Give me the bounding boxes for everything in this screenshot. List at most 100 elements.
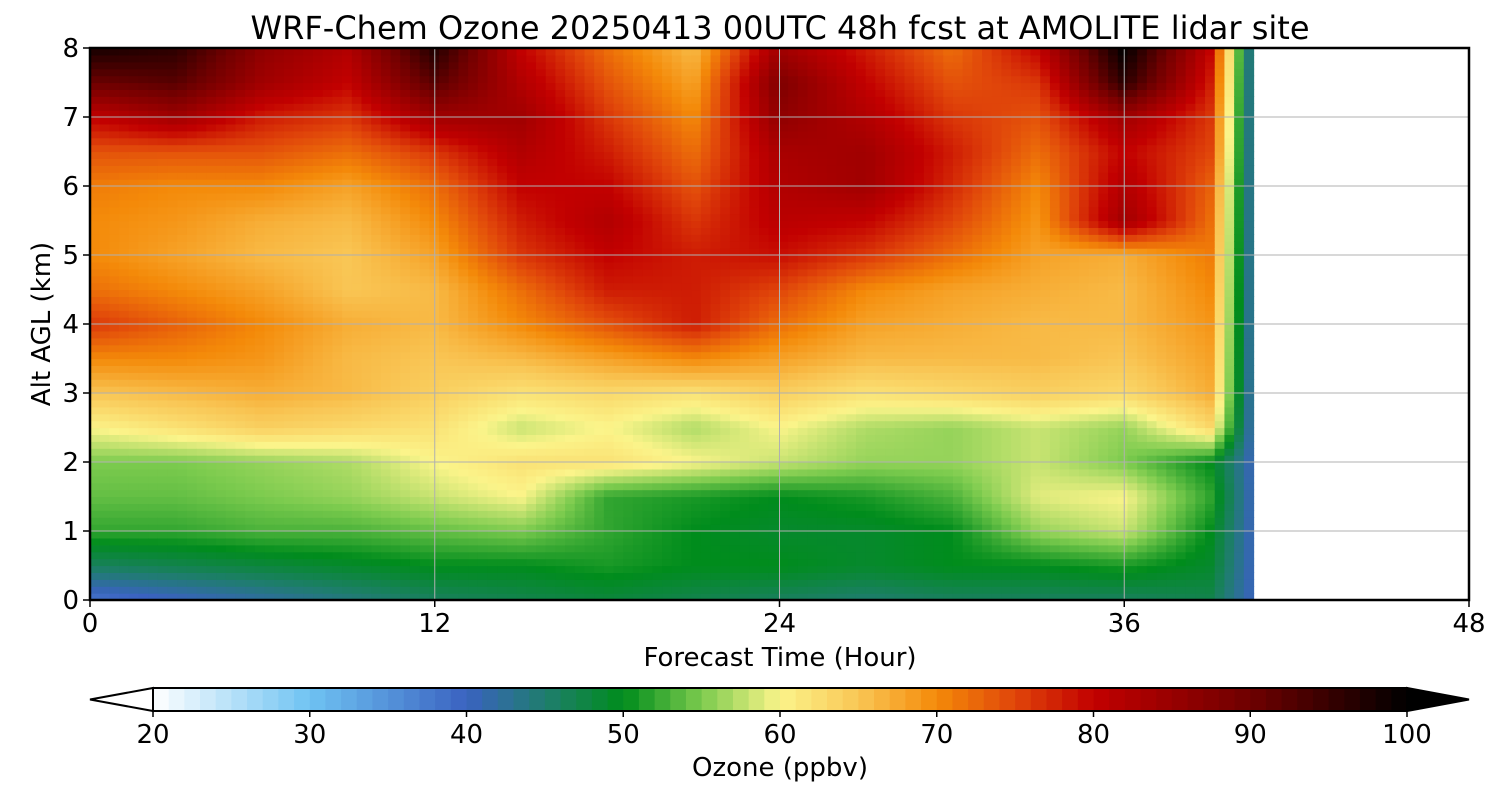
ozone-cell	[216, 475, 227, 484]
ozone-cell	[681, 103, 692, 111]
ozone-cell	[245, 282, 256, 291]
ozone-cell	[390, 275, 401, 284]
ozone-cell	[216, 510, 227, 518]
ozone-cell	[303, 358, 314, 366]
ozone-cell	[448, 544, 460, 553]
ozone-cell	[642, 455, 653, 463]
ozone-cell	[293, 510, 304, 518]
ozone-cell	[186, 123, 198, 132]
ozone-cell	[477, 130, 489, 139]
ozone-cell	[293, 572, 304, 580]
ozone-cell	[555, 248, 566, 256]
ozone-cell	[574, 544, 586, 553]
ozone-cell	[516, 372, 527, 380]
ozone-cell	[99, 462, 110, 470]
ozone-cell	[671, 379, 683, 387]
ozone-cell	[177, 123, 188, 132]
ozone-cell	[361, 365, 372, 373]
ozone-cell	[196, 123, 207, 132]
ozone-cell	[371, 110, 382, 118]
ozone-cell	[99, 344, 110, 353]
ozone-cell	[293, 462, 304, 470]
ozone-cell	[526, 68, 537, 77]
ozone-cell	[90, 358, 101, 366]
ozone-cell	[342, 537, 353, 546]
ozone-cell	[390, 172, 401, 180]
ozone-cell	[642, 351, 653, 360]
ozone-cell	[536, 399, 547, 408]
ozone-cell	[516, 248, 527, 256]
ozone-cell	[623, 399, 634, 408]
ozone-cell	[477, 158, 489, 166]
ozone-cell	[565, 261, 576, 270]
ozone-cell	[468, 544, 479, 553]
ozone-cell	[623, 275, 634, 284]
ozone-cell	[477, 61, 489, 70]
ozone-cell	[216, 406, 227, 415]
ozone-cell	[264, 68, 275, 77]
ozone-cell	[565, 496, 576, 504]
ozone-cell	[642, 137, 653, 146]
ozone-cell	[623, 482, 634, 491]
ozone-cell	[138, 82, 149, 90]
ozone-cell	[613, 586, 624, 594]
ozone-cell	[545, 296, 557, 304]
ozone-cell	[177, 75, 188, 84]
ozone-cell	[361, 351, 372, 360]
ozone-cell	[603, 462, 615, 470]
ozone-cell	[613, 186, 624, 194]
ozone-cell	[400, 572, 411, 580]
ozone-cell	[313, 386, 324, 394]
ozone-cell	[303, 593, 314, 600]
ozone-cell	[545, 206, 557, 215]
ozone-cell	[225, 89, 237, 97]
ozone-cell	[468, 551, 479, 560]
ozone-cell	[468, 448, 479, 456]
ozone-cell	[400, 386, 411, 394]
ozone-cell	[584, 337, 595, 346]
ozone-cell	[487, 482, 498, 491]
ozone-cell	[497, 337, 508, 346]
ozone-cell	[681, 123, 692, 132]
ozone-cell	[458, 268, 469, 277]
ozone-cell	[342, 289, 353, 297]
ozone-cell	[506, 372, 518, 380]
ozone-cell	[293, 399, 304, 408]
ozone-cell	[380, 455, 392, 463]
ozone-cell	[506, 275, 518, 284]
ozone-cell	[516, 358, 527, 366]
ozone-cell	[662, 489, 673, 498]
ozone-cell	[613, 241, 624, 249]
ozone-cell	[235, 241, 246, 249]
ozone-cell	[99, 158, 110, 166]
ozone-cell	[303, 220, 314, 228]
ozone-cell	[99, 96, 110, 104]
ozone-cell	[632, 399, 644, 408]
ozone-cell	[138, 110, 149, 118]
ozone-cell	[245, 351, 256, 360]
ozone-cell	[245, 275, 256, 284]
ozone-cell	[313, 192, 324, 201]
ozone-cell	[603, 82, 615, 90]
ozone-cell	[254, 110, 266, 118]
ozone-cell	[380, 144, 392, 153]
ozone-cell	[322, 406, 334, 415]
ozone-cell	[274, 165, 285, 173]
ozone-cell	[652, 130, 663, 139]
ozone-cell	[380, 565, 392, 573]
ozone-cell	[390, 48, 401, 56]
ozone-cell	[400, 399, 411, 408]
ozone-cell	[477, 372, 489, 380]
ozone-cell	[196, 510, 207, 518]
ozone-cell	[671, 393, 683, 401]
ozone-cell	[409, 186, 421, 194]
ozone-cell	[119, 324, 130, 332]
ozone-cell	[400, 393, 411, 401]
ozone-cell	[565, 123, 576, 132]
ozone-cell	[313, 179, 324, 187]
ozone-cell	[594, 275, 605, 284]
ozone-cell	[342, 68, 353, 77]
ozone-cell	[642, 337, 653, 346]
ozone-cell	[671, 199, 683, 208]
ozone-cell	[623, 503, 634, 511]
